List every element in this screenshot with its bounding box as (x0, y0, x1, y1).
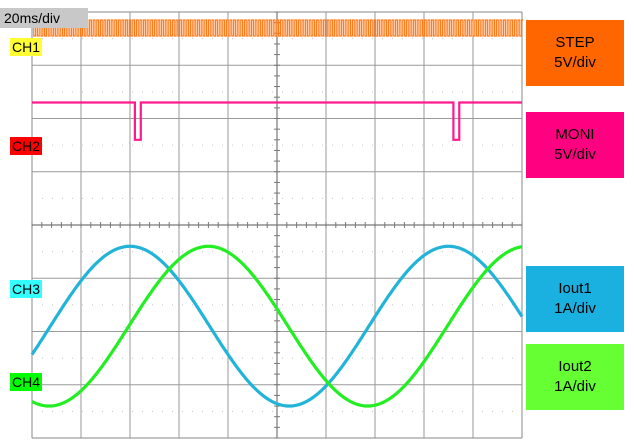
ch4-name: Iout2 (558, 358, 592, 375)
ch1-step-trace (32, 19, 524, 37)
ch2-scale-box: MONI 5V/div (526, 112, 624, 178)
ch4-iout2-trace (31, 244, 523, 408)
ch1-scale: 5V/div (554, 54, 596, 71)
ch3-name: Iout1 (558, 280, 592, 297)
ch4-scale: 1A/div (554, 378, 596, 395)
graticule (31, 11, 523, 439)
timebase-label: 20ms/div (0, 8, 88, 28)
ch4-scale-box: Iout2 1A/div (526, 344, 624, 410)
ch3-iout1-trace (30, 244, 524, 408)
ch3-scale: 1A/div (554, 300, 596, 317)
ch2-moni-trace (32, 101, 522, 141)
ch3-scale-box: Iout1 1A/div (526, 266, 624, 332)
ch1-badge: CH1 (10, 38, 43, 56)
ch2-badge: CH2 (10, 137, 43, 155)
ch2-name: MONI (555, 126, 595, 143)
traces (30, 19, 524, 408)
ch3-badge: CH3 (10, 280, 43, 298)
ch2-scale: 5V/div (554, 146, 596, 163)
ch1-name: STEP (555, 34, 595, 51)
ch4-badge: CH4 (10, 373, 43, 391)
ch1-scale-box: STEP 5V/div (526, 20, 624, 86)
